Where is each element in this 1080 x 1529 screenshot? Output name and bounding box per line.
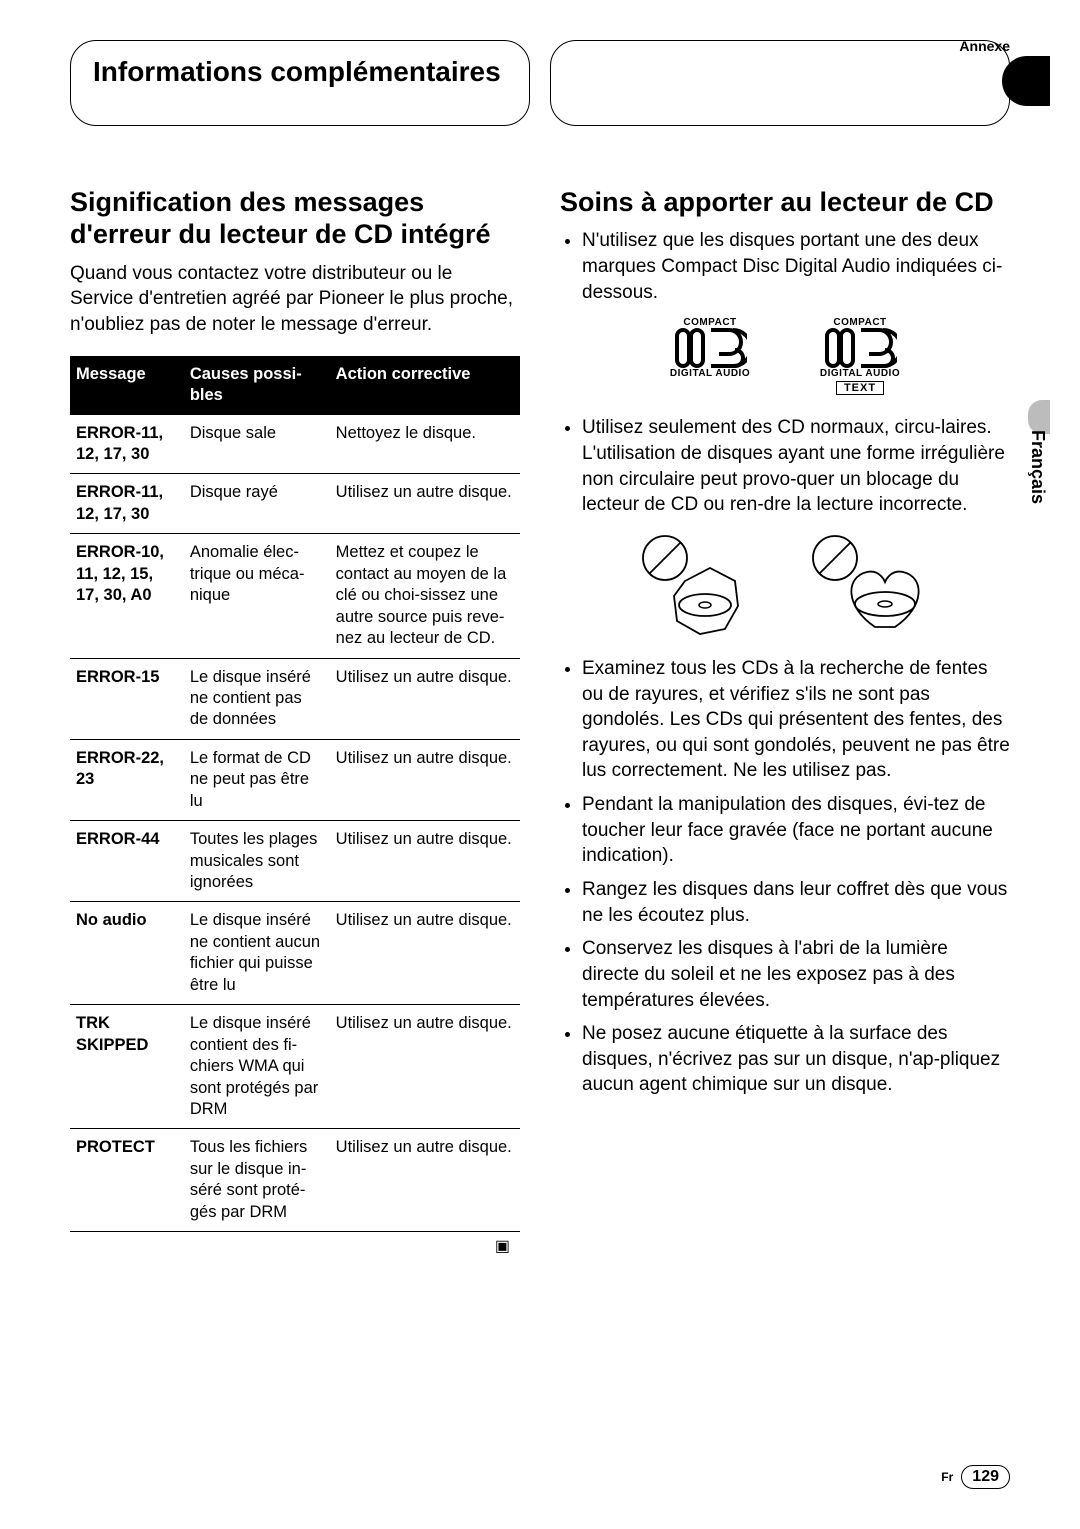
stop-icon: ▣ [70,1232,520,1256]
cd-logo-row: COMPACT DIGITAL AUDIO COMPACT [560,317,1010,397]
table-cell: Nettoyez le disque. [330,415,520,474]
table-cell: ERROR-10, 11, 12, 15, 17, 30, A0 [70,534,184,658]
cd-logo-2: COMPACT DIGITAL AUDIO TEXT [805,317,915,397]
table-row: ERROR-15Le disque inséré ne contient pas… [70,658,520,739]
table-row: No audioLe disque inséré ne contient auc… [70,902,520,1005]
table-row: ERROR-22, 23Le format de CD ne peut pas … [70,739,520,820]
table-cell: Tous les fichiers sur le disque in-séré … [184,1129,330,1232]
header-right-box [550,40,1010,126]
bullet-7: Ne posez aucune étiquette à la surface d… [582,1021,1010,1098]
cd-logo-1: COMPACT DIGITAL AUDIO [655,317,765,397]
footer-fr: Fr [941,1470,953,1484]
right-column: Soins à apporter au lecteur de CD N'util… [560,186,1010,1256]
table-row: ERROR-10, 11, 12, 15, 17, 30, A0Anomalie… [70,534,520,658]
bullet-3: Examinez tous les CDs à la recherche de … [582,656,1010,784]
table-cell: Utilisez un autre disque. [330,658,520,739]
table-cell: Le disque inséré ne contient pas de donn… [184,658,330,739]
table-row: TRK SKIPPEDLe disque inséré contient des… [70,1005,520,1129]
disc-icon [823,328,897,368]
table-cell: Disque rayé [184,474,330,534]
left-column: Signification des messages d'erreur du l… [70,186,520,1256]
logo2-text: TEXT [836,381,884,395]
table-cell: No audio [70,902,184,1005]
th-action: Action corrective [330,356,520,415]
table-cell: Le format de CD ne peut pas être lu [184,739,330,820]
table-cell: Toutes les plages musicales sont ignorée… [184,821,330,902]
table-row: PROTECTTous les fichiers sur le disque i… [70,1129,520,1232]
lang-thumb [1028,400,1050,434]
logo1-compact: COMPACT [655,317,765,328]
table-cell: Mettez et coupez le contact au moyen de … [330,534,520,658]
table-row: ERROR-11, 12, 17, 30Disque rayéUtilisez … [70,474,520,534]
octagon-cd-icon [635,528,745,638]
left-sec-title: Signification des messages d'erreur du l… [70,186,520,251]
header-left-box: Informations complémentaires [70,40,530,126]
table-cell: Le disque inséré contient des fi-chiers … [184,1005,330,1129]
bullet-6: Conservez les disques à l'abri de la lum… [582,936,1010,1013]
error-table: Message Causes possi-bles Action correct… [70,356,520,1232]
logo2-digital: DIGITAL AUDIO [805,368,915,379]
table-cell: Utilisez un autre disque. [330,1005,520,1129]
shape-row [560,528,1010,638]
table-cell: Utilisez un autre disque. [330,739,520,820]
header-left-title: Informations complémentaires [93,55,507,89]
table-cell: ERROR-11, 12, 17, 30 [70,415,184,474]
heart-cd-icon [805,528,935,638]
bullet-5: Rangez les disques dans leur coffret dès… [582,877,1010,928]
table-cell: Utilisez un autre disque. [330,1129,520,1232]
bullet-4: Pendant la manipulation des disques, évi… [582,792,1010,869]
lang-tab: Français [1027,430,1048,504]
bullet-2: Utilisez seulement des CD normaux, circu… [582,415,1010,518]
table-cell: ERROR-15 [70,658,184,739]
table-cell: Utilisez un autre disque. [330,902,520,1005]
table-cell: ERROR-44 [70,821,184,902]
table-cell: ERROR-11, 12, 17, 30 [70,474,184,534]
table-cell: Utilisez un autre disque. [330,821,520,902]
left-intro: Quand vous contactez votre distributeur … [70,261,520,338]
footer: Fr 129 [941,1465,1010,1489]
table-cell: Utilisez un autre disque. [330,474,520,534]
table-cell: ERROR-22, 23 [70,739,184,820]
th-cause: Causes possi-bles [184,356,330,415]
logo1-digital: DIGITAL AUDIO [655,368,765,379]
table-row: ERROR-11, 12, 17, 30Disque saleNettoyez … [70,415,520,474]
table-cell: Le disque inséré ne contient aucun fichi… [184,902,330,1005]
logo2-compact: COMPACT [805,317,915,328]
th-message: Message [70,356,184,415]
disc-icon [673,328,747,368]
table-cell: Disque sale [184,415,330,474]
bullet-1: N'utilisez que les disques portant une d… [582,228,1010,305]
table-row: ERROR-44Toutes les plages musicales sont… [70,821,520,902]
right-sec-title: Soins à apporter au lecteur de CD [560,186,1010,218]
table-cell: PROTECT [70,1129,184,1232]
footer-page: 129 [961,1465,1010,1489]
table-cell: TRK SKIPPED [70,1005,184,1129]
table-cell: Anomalie élec-trique ou méca-nique [184,534,330,658]
